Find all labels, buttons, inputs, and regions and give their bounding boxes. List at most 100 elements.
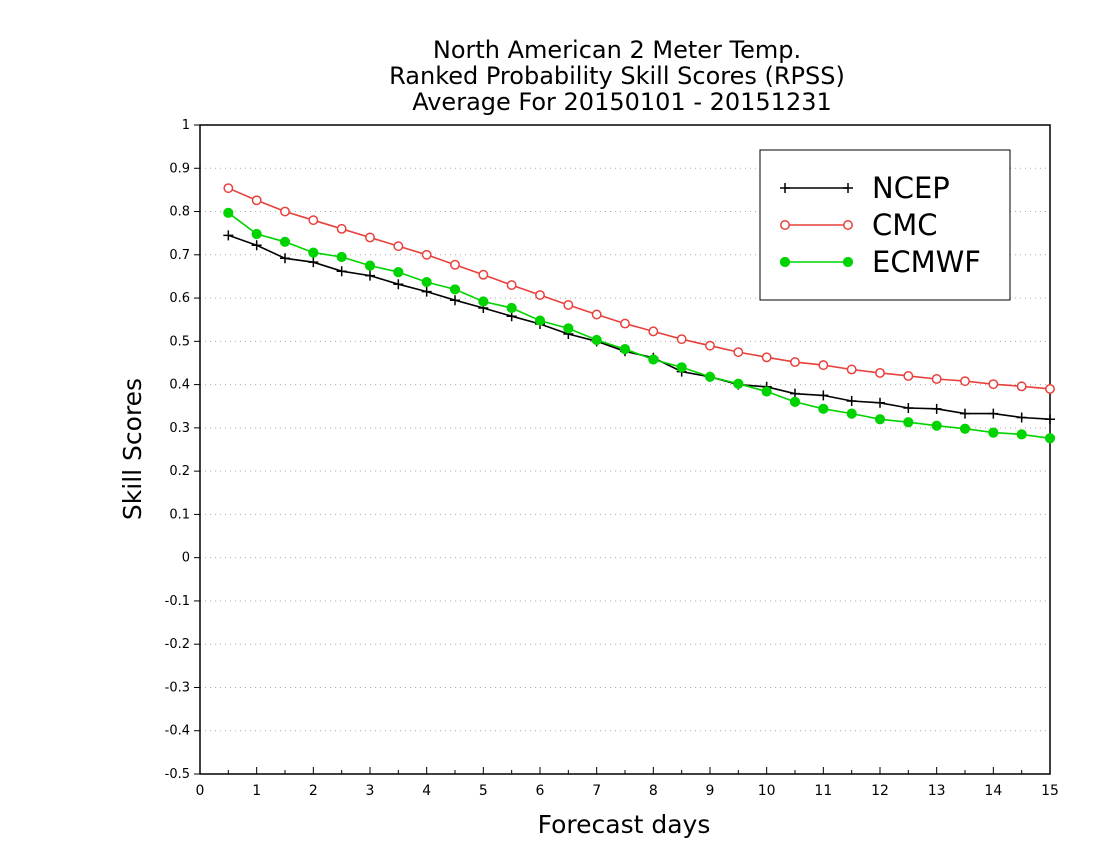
- data-point-cmc: [506, 280, 517, 291]
- data-point-ecmwf: [1016, 429, 1027, 440]
- data-point-cmc: [421, 249, 432, 260]
- data-point-cmc: [790, 357, 800, 368]
- legend-label: NCEP: [872, 171, 950, 205]
- data-point-ecmwf: [704, 371, 716, 382]
- y-tick-label: -0.3: [165, 680, 190, 695]
- legend-marker: [780, 183, 790, 193]
- x-tick-label: 8: [649, 783, 658, 799]
- y-tick-label: 0: [182, 551, 190, 566]
- data-point-ncep: [988, 408, 999, 419]
- data-point-cmc: [931, 374, 942, 384]
- x-axis-label: Forecast days: [538, 810, 711, 839]
- data-point-cmc: [648, 326, 659, 337]
- y-tick-label: 0.4: [169, 378, 190, 393]
- x-tick-label: 2: [309, 783, 318, 799]
- data-point-cmc: [365, 232, 375, 243]
- x-tick-label: 9: [706, 783, 715, 799]
- data-point-ecmwf: [251, 228, 262, 240]
- data-point-cmc: [846, 364, 857, 375]
- data-point-cmc: [761, 352, 772, 363]
- legend-marker: [843, 183, 853, 193]
- data-point-cmc: [223, 183, 234, 194]
- data-point-ecmwf: [761, 386, 772, 397]
- data-point-ncep: [251, 240, 262, 251]
- data-point-ecmwf: [563, 323, 574, 334]
- title-line-2: Ranked Probability Skill Scores (RPSS): [389, 62, 845, 90]
- data-point-ncep: [336, 266, 347, 277]
- data-point-cmc: [988, 379, 999, 390]
- y-tick-label: 0.3: [169, 421, 190, 436]
- legend-item-ecmwf: ECMWF: [779, 245, 981, 279]
- data-point-ecmwf: [421, 276, 432, 288]
- x-tick-label: 13: [928, 783, 946, 799]
- chart-title: North American 2 Meter Temp. Ranked Prob…: [389, 36, 845, 116]
- data-point-ecmwf: [903, 417, 914, 428]
- data-point-ecmwf: [988, 427, 999, 438]
- data-point-ecmwf: [449, 284, 461, 295]
- data-point-ncep: [421, 286, 432, 297]
- legend-marker: [780, 220, 790, 230]
- x-tick-label: 14: [984, 783, 1002, 799]
- data-point-cmc: [308, 215, 319, 226]
- data-point-cmc: [280, 206, 290, 217]
- data-point-ncep: [393, 279, 404, 290]
- legend-label: CMC: [872, 208, 938, 242]
- legend-marker: [779, 256, 791, 268]
- data-point-ecmwf: [478, 296, 489, 307]
- data-point-ecmwf: [506, 302, 517, 314]
- y-tick-label: 0.8: [169, 205, 190, 220]
- data-point-ncep: [875, 397, 885, 408]
- legend-label: ECMWF: [872, 245, 981, 279]
- data-point-cmc: [903, 370, 914, 381]
- series-layer: [223, 183, 1056, 444]
- x-tick-label: 15: [1041, 783, 1059, 799]
- x-tick-label: 6: [536, 783, 545, 799]
- y-tick-label: 0.6: [169, 291, 190, 306]
- x-tick-label: 3: [366, 783, 375, 799]
- y-tick-label: 0.1: [169, 507, 190, 522]
- y-tick-label: 0.7: [169, 248, 190, 263]
- data-point-ncep: [903, 402, 914, 413]
- data-point-cmc: [563, 300, 574, 310]
- data-point-ecmwf: [336, 251, 347, 263]
- data-point-ecmwf: [619, 344, 631, 355]
- legend-marker: [842, 256, 854, 268]
- data-point-ecmwf: [308, 247, 319, 258]
- data-point-cmc: [1045, 383, 1055, 394]
- title-line-3: Average For 20150101 - 20151231: [412, 88, 832, 116]
- data-point-ncep: [365, 270, 375, 281]
- x-tick-label: 7: [592, 783, 601, 799]
- data-point-cmc: [676, 334, 687, 345]
- data-point-ncep: [931, 403, 942, 414]
- data-point-cmc: [393, 241, 404, 252]
- x-tick-label: 4: [422, 783, 431, 799]
- x-tick-label: 1: [252, 783, 261, 799]
- data-point-ncep: [846, 396, 857, 407]
- data-point-cmc: [450, 259, 460, 270]
- data-point-cmc: [818, 360, 829, 371]
- legend-item-cmc: CMC: [780, 208, 938, 242]
- x-tick-label: 12: [871, 783, 889, 799]
- data-point-ncep: [223, 230, 234, 241]
- y-axis-ticks: 1 0.9 0.8 0.7 0.6 0.5 0.4 0.3 0.2 0.1 0 -0.1 -0.2 -0.…: [165, 118, 200, 782]
- gridlines: [200, 167, 1050, 732]
- x-tick-label: 0: [196, 783, 205, 799]
- data-point-cmc: [620, 318, 630, 329]
- data-point-ecmwf: [279, 236, 291, 247]
- data-point-ecmwf: [874, 414, 886, 425]
- data-point-ecmwf: [1044, 433, 1056, 444]
- data-point-ecmwf: [364, 260, 376, 271]
- data-point-ncep: [308, 257, 319, 268]
- data-point-cmc: [960, 376, 970, 387]
- data-point-ncep: [280, 253, 290, 264]
- data-point-ncep: [1045, 414, 1055, 425]
- data-point-ncep: [1016, 412, 1027, 423]
- data-point-ecmwf: [223, 207, 234, 218]
- y-tick-label: -0.4: [165, 724, 190, 739]
- data-point-cmc: [733, 347, 744, 358]
- data-point-ncep: [818, 390, 829, 401]
- data-point-ecmwf: [591, 334, 602, 346]
- legend-marker: [843, 220, 853, 230]
- x-tick-label: 10: [758, 783, 776, 799]
